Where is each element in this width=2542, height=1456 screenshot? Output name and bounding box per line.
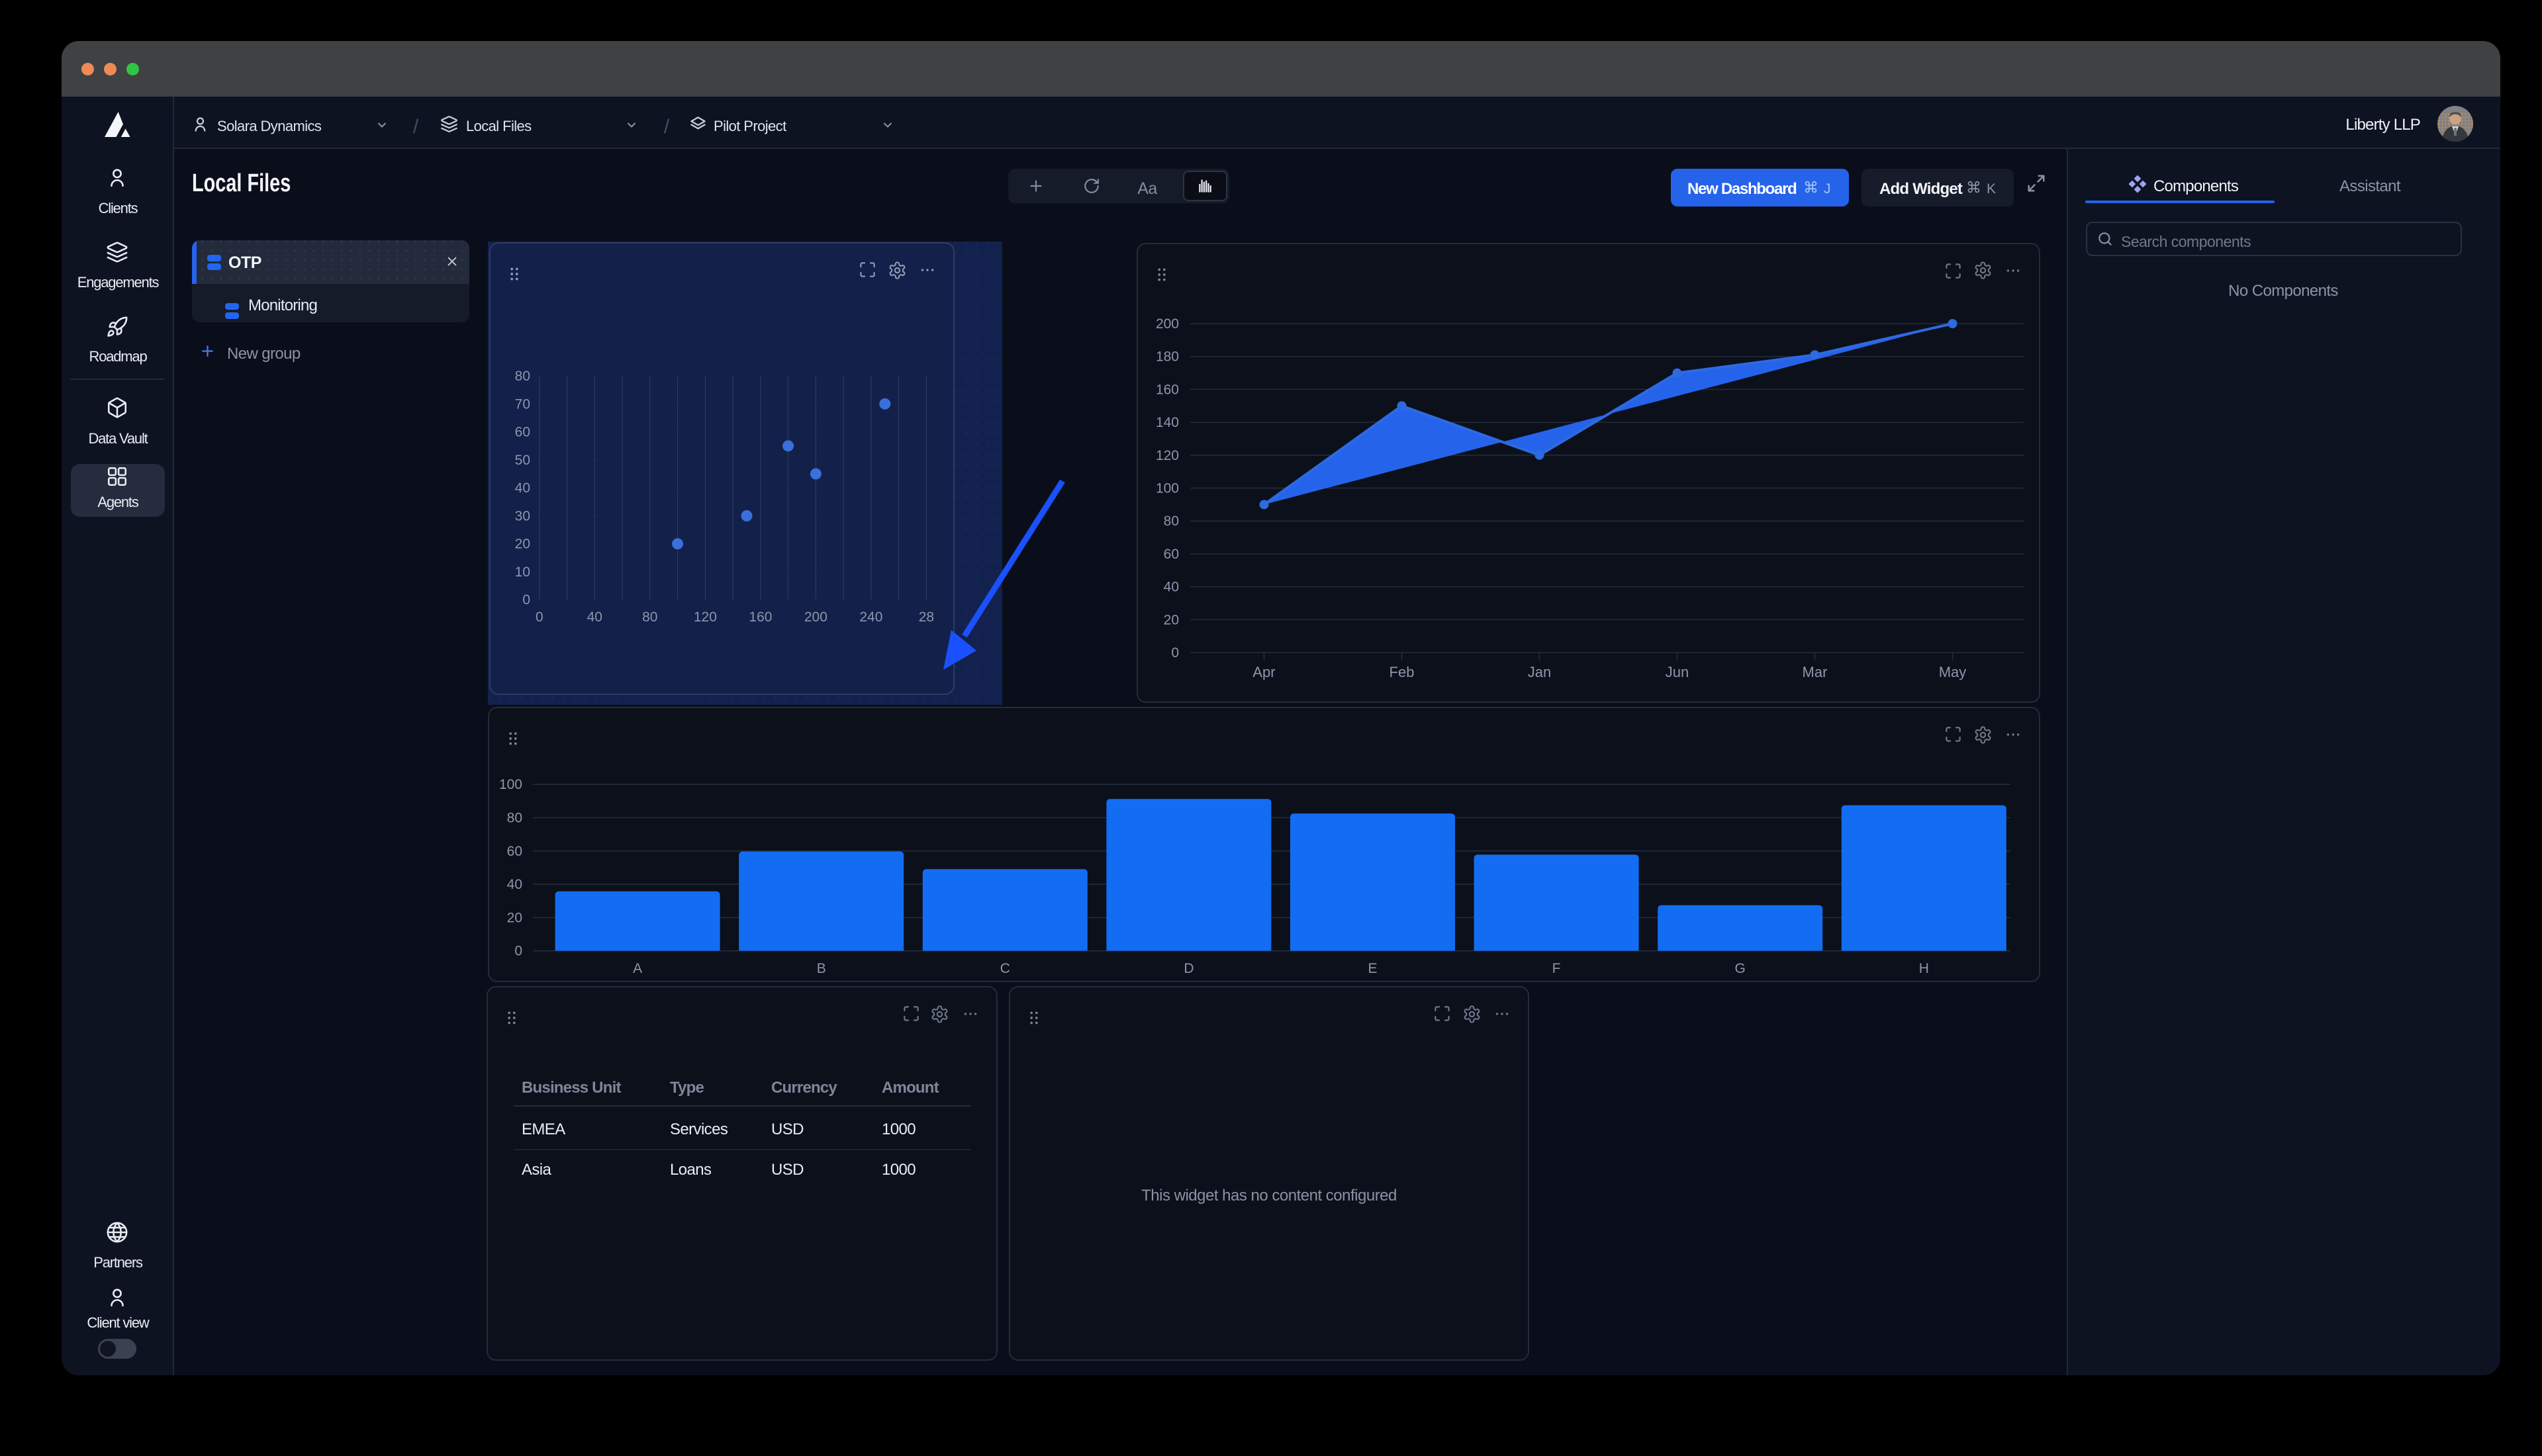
svg-text:80: 80 (507, 811, 522, 826)
svg-text:40: 40 (515, 480, 530, 496)
svg-text:80: 80 (642, 610, 657, 625)
svg-text:60: 60 (1164, 547, 1179, 562)
svg-text:40: 40 (587, 610, 602, 625)
svg-text:Jun: Jun (1666, 664, 1689, 680)
svg-text:200: 200 (804, 610, 827, 625)
svg-text:E: E (1368, 961, 1377, 976)
svg-text:Mar: Mar (1803, 664, 1828, 680)
svg-text:28: 28 (919, 610, 934, 625)
svg-text:10: 10 (515, 565, 530, 580)
svg-text:40: 40 (507, 877, 522, 892)
svg-text:120: 120 (1156, 448, 1179, 463)
svg-text:100: 100 (1156, 481, 1179, 496)
svg-text:A: A (633, 961, 642, 976)
svg-text:200: 200 (1156, 316, 1179, 332)
svg-text:50: 50 (515, 453, 530, 468)
svg-text:80: 80 (515, 369, 530, 384)
svg-text:140: 140 (1156, 415, 1179, 430)
svg-text:Feb: Feb (1389, 664, 1415, 680)
svg-text:May: May (1939, 664, 1967, 680)
svg-text:240: 240 (859, 610, 882, 625)
svg-text:0: 0 (536, 610, 543, 625)
svg-text:120: 120 (694, 610, 717, 625)
svg-text:80: 80 (1164, 514, 1179, 529)
svg-text:0: 0 (514, 944, 522, 959)
svg-text:20: 20 (1164, 612, 1179, 627)
svg-text:0: 0 (522, 592, 530, 608)
svg-text:70: 70 (515, 396, 530, 412)
svg-text:160: 160 (749, 610, 772, 625)
svg-text:30: 30 (515, 508, 530, 523)
svg-text:C: C (1000, 961, 1010, 976)
svg-text:60: 60 (507, 844, 522, 859)
svg-text:20: 20 (515, 537, 530, 552)
svg-text:Jan: Jan (1528, 664, 1551, 680)
svg-text:180: 180 (1156, 349, 1179, 365)
svg-text:20: 20 (507, 910, 522, 925)
svg-text:40: 40 (1164, 580, 1179, 595)
svg-text:H: H (1919, 961, 1929, 976)
svg-text:160: 160 (1156, 382, 1179, 397)
svg-text:Apr: Apr (1252, 664, 1275, 680)
svg-text:60: 60 (515, 425, 530, 440)
svg-text:B: B (817, 961, 826, 976)
svg-text:D: D (1184, 961, 1194, 976)
svg-text:100: 100 (499, 777, 522, 792)
svg-text:0: 0 (1171, 645, 1179, 660)
svg-text:G: G (1735, 961, 1746, 976)
svg-text:F: F (1552, 961, 1561, 976)
